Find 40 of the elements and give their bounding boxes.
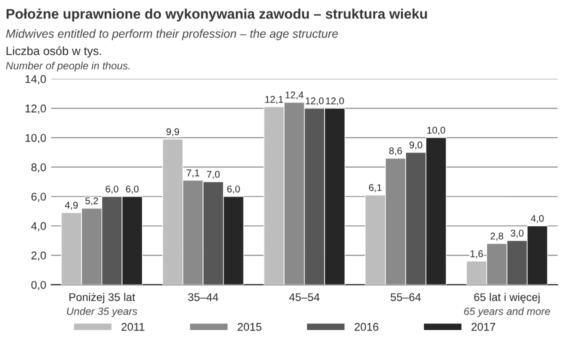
data-label: 6,1 <box>369 184 382 192</box>
data-label: 12,4 <box>286 92 304 100</box>
y-tick-label: 0,0 <box>31 280 46 290</box>
chart-title: Położne uprawnione do wykonywania zawodu – struktura wieku <box>6 8 427 22</box>
data-label: 2,8 <box>490 232 504 241</box>
data-label: 10,0 <box>427 126 446 135</box>
y-axis-title: Liczba osób w tys. Number of people in thous. <box>6 46 130 72</box>
data-label: 12,0 <box>326 97 344 106</box>
data-label: 4,9 <box>64 202 78 210</box>
data-label: 9,9 <box>166 128 180 136</box>
data-label: 8,6 <box>389 147 402 156</box>
legend-label: 2017 <box>472 322 496 331</box>
data-label: 3,0 <box>510 230 524 238</box>
data-label: 7,1 <box>186 170 200 178</box>
data-label: 4,0 <box>530 215 544 224</box>
x-tick-label: 55–64 <box>390 293 421 302</box>
data-label: 1,6 <box>470 250 483 258</box>
y-tick-label: 4,0 <box>31 222 46 232</box>
data-label: 12,0 <box>306 97 324 106</box>
data-label: 5,2 <box>85 197 98 206</box>
x-tick-label: 35–44 <box>188 293 218 302</box>
y-tick-label: 12,0 <box>26 104 46 114</box>
data-label: 9,0 <box>410 142 422 150</box>
x-tick-label: 45–54 <box>289 293 320 302</box>
legend-label: 2016 <box>354 322 378 331</box>
y-tick-label: 8,0 <box>31 163 46 173</box>
data-label: 6,0 <box>106 186 118 194</box>
y-tick-label: 10,0 <box>26 134 46 144</box>
y-tick-label: 14,0 <box>26 75 46 84</box>
data-label: 6,0 <box>227 186 240 194</box>
y-tick-label: 6,0 <box>31 192 46 202</box>
legend-label: 2011 <box>122 322 144 331</box>
x-tick-label: Poniżej 35 lat Under 35 years <box>67 292 138 318</box>
y-tick-label: 2,0 <box>31 252 46 261</box>
data-label: 7,0 <box>207 170 220 179</box>
data-label: 12,1 <box>265 96 284 104</box>
data-label: 6,0 <box>126 186 139 194</box>
chart-subtitle: Midwives entitled to perform their profession – the age structure <box>6 29 338 40</box>
legend-label: 2015 <box>238 322 262 331</box>
x-tick-label: 65 lat i więcej 65 years and more <box>464 292 550 318</box>
